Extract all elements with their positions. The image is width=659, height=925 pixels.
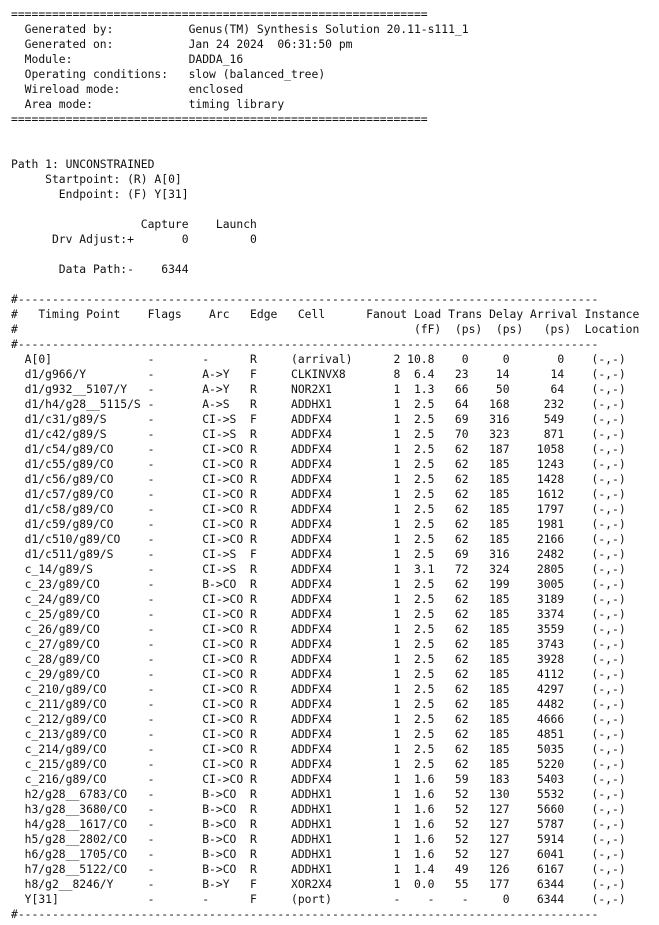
report-line: [11, 127, 659, 142]
report-line: ========================================…: [11, 7, 428, 21]
report-line: d1/g966/Y - A->Y F CLKINVX8 8 6.4 23 14 …: [11, 367, 626, 381]
report-line: [11, 247, 659, 262]
report-line: d1/c59/g89/CO - CI->CO R ADDFX4 1 2.5 62…: [11, 517, 626, 531]
report-line: c_14/g89/S - CI->S R ADDFX4 1 3.1 72 324…: [11, 562, 626, 576]
report-line: Operating conditions: slow (balanced_tre…: [11, 67, 326, 81]
report-line: d1/c511/g89/S - CI->S F ADDFX4 1 2.5 69 …: [11, 547, 626, 561]
report-line: d1/h4/g28__5115/S - A->S R ADDHX1 1 2.5 …: [11, 397, 626, 411]
report-line: c_28/g89/CO - CI->CO R ADDFX4 1 2.5 62 1…: [11, 652, 626, 666]
report-line: Area mode: timing library: [11, 97, 285, 111]
report-line: h5/g28__2802/CO - B->CO R ADDHX1 1 1.6 5…: [11, 832, 626, 846]
report-line: d1/c54/g89/CO - CI->CO R ADDFX4 1 2.5 62…: [11, 442, 626, 456]
report-line: c_23/g89/CO - B->CO R ADDFX4 1 2.5 62 19…: [11, 577, 626, 591]
report-line: Generated on: Jan 24 2024 06:31:50 pm: [11, 37, 353, 51]
report-line: h2/g28__6783/CO - B->CO R ADDHX1 1 1.6 5…: [11, 787, 626, 801]
report-line: c_210/g89/CO - CI->CO R ADDFX4 1 2.5 62 …: [11, 682, 626, 696]
report-line: c_211/g89/CO - CI->CO R ADDFX4 1 2.5 62 …: [11, 697, 626, 711]
report-line: h7/g28__5122/CO - B->CO R ADDHX1 1 1.4 4…: [11, 862, 626, 876]
report-line: c_212/g89/CO - CI->CO R ADDFX4 1 2.5 62 …: [11, 712, 626, 726]
report-line: c_216/g89/CO - CI->CO R ADDFX4 1 1.6 59 …: [11, 772, 626, 786]
report-line: #---------------------------------------…: [11, 907, 599, 921]
report-line: h4/g28__1617/CO - B->CO R ADDHX1 1 1.6 5…: [11, 817, 626, 831]
report-line: c_213/g89/CO - CI->CO R ADDFX4 1 2.5 62 …: [11, 727, 626, 741]
report-line: [11, 202, 659, 217]
report-line: d1/c56/g89/CO - CI->CO R ADDFX4 1 2.5 62…: [11, 472, 626, 486]
report-line: Wireload mode: enclosed: [11, 82, 244, 96]
report-line: d1/c510/g89/CO - CI->CO R ADDFX4 1 2.5 6…: [11, 532, 626, 546]
report-line: #---------------------------------------…: [11, 292, 599, 306]
report-line: Module: DADDA_16: [11, 52, 244, 66]
report-line: # (fF) (ps) (ps) (ps) Location: [11, 322, 640, 336]
report-line: Startpoint: (R) A[0]: [11, 172, 182, 186]
report-line: c_25/g89/CO - CI->CO R ADDFX4 1 2.5 62 1…: [11, 607, 626, 621]
report-line: d1/g932__5107/Y - A->Y R NOR2X1 1 1.3 66…: [11, 382, 626, 396]
report-line: [11, 142, 659, 157]
report-line: Path 1: UNCONSTRAINED: [11, 157, 155, 171]
report-line: h3/g28__3680/CO - B->CO R ADDHX1 1 1.6 5…: [11, 802, 626, 816]
report-line: c_214/g89/CO - CI->CO R ADDFX4 1 2.5 62 …: [11, 742, 626, 756]
report-line: Generated by: Genus(TM) Synthesis Soluti…: [11, 22, 469, 36]
report-line: Data Path:- 6344: [11, 262, 189, 276]
report-line: [11, 277, 659, 292]
report-line: d1/c55/g89/CO - CI->CO R ADDFX4 1 2.5 62…: [11, 457, 626, 471]
report-line: d1/c57/g89/CO - CI->CO R ADDFX4 1 2.5 62…: [11, 487, 626, 501]
report-line: # Timing Point Flags Arc Edge Cell Fanou…: [11, 307, 640, 321]
report-line: Drv Adjust:+ 0 0: [11, 232, 257, 246]
report-line: d1/c42/g89/S - CI->S R ADDFX4 1 2.5 70 3…: [11, 427, 626, 441]
report-line: d1/c58/g89/CO - CI->CO R ADDFX4 1 2.5 62…: [11, 502, 626, 516]
report-line: c_215/g89/CO - CI->CO R ADDFX4 1 2.5 62 …: [11, 757, 626, 771]
report-line: c_29/g89/CO - CI->CO R ADDFX4 1 2.5 62 1…: [11, 667, 626, 681]
report-line: c_27/g89/CO - CI->CO R ADDFX4 1 2.5 62 1…: [11, 637, 626, 651]
report-line: d1/c31/g89/S - CI->S F ADDFX4 1 2.5 69 3…: [11, 412, 626, 426]
report-line: A[0] - - R (arrival) 2 10.8 0 0 0 (-,-): [11, 352, 626, 366]
report-line: Y[31] - - F (port) - - - 0 6344 (-,-): [11, 892, 626, 906]
report-line: c_24/g89/CO - CI->CO R ADDFX4 1 2.5 62 1…: [11, 592, 626, 606]
report-line: #---------------------------------------…: [11, 337, 599, 351]
report-line: Capture Launch: [11, 217, 257, 231]
report-line: c_26/g89/CO - CI->CO R ADDFX4 1 2.5 62 1…: [11, 622, 626, 636]
report-line: h8/g2__8246/Y - B->Y F XOR2X4 1 0.0 55 1…: [11, 877, 626, 891]
report-line: ========================================…: [11, 112, 428, 126]
report-line: Endpoint: (F) Y[31]: [11, 187, 189, 201]
report-line: h6/g28__1705/CO - B->CO R ADDHX1 1 1.6 5…: [11, 847, 626, 861]
